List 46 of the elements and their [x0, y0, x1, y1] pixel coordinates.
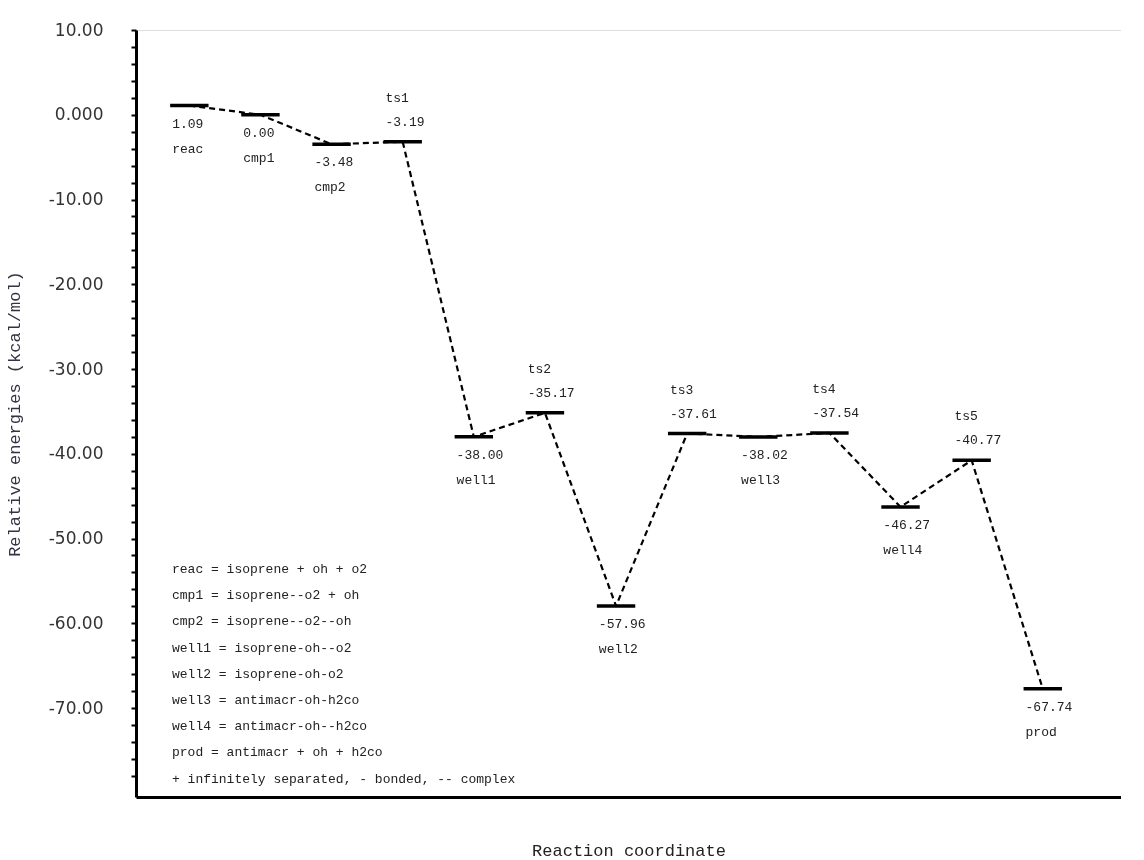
- x-tick-label: cmp2: [314, 180, 346, 196]
- data-label: -37.54: [812, 405, 860, 421]
- x-tick-label: ts2: [527, 361, 552, 377]
- y-tick-label: -70.00: [48, 697, 104, 718]
- annotation: well3 = antimacr-oh-h2co: [172, 693, 360, 708]
- x-tick-label: ts4: [812, 381, 836, 397]
- y-tick-label: -40.00: [48, 443, 104, 464]
- x-tick-label: well2: [598, 641, 638, 657]
- annotation: well2 = isoprene-oh-o2: [172, 666, 344, 682]
- x-tick-label: well4: [883, 542, 923, 558]
- x-tick-label: cmp1: [243, 150, 275, 166]
- data-label: 1.09: [172, 116, 204, 132]
- annotation: well1 = isoprene-oh--o2: [172, 640, 352, 656]
- data-label: -40.77: [954, 433, 1002, 449]
- data-label: -67.74: [1025, 699, 1073, 715]
- data-label: 0.00: [243, 125, 275, 141]
- annotation: cmp1 = isoprene--o2 + oh: [172, 588, 360, 604]
- data-label: -46.27: [883, 517, 931, 533]
- annotation: reac = isoprene + oh + o2: [172, 562, 368, 577]
- y-axis-title: Relative energies (kcal/mol): [5, 271, 25, 557]
- x-tick-label: ts1: [385, 90, 410, 106]
- annotation: + infinitely separated, - bonded, -- complex: [172, 771, 516, 787]
- x-tick-label: well3: [741, 472, 781, 488]
- x-axis-title: Reaction coordinate: [532, 841, 726, 860]
- y-tick-label: 10.00: [54, 19, 104, 40]
- x-tick-label: reac: [172, 141, 204, 157]
- x-tick-label: ts3: [669, 382, 694, 398]
- data-label: -38.00: [456, 447, 504, 463]
- y-tick-label: -50.00: [48, 528, 104, 549]
- x-tick-label: ts5: [954, 409, 978, 425]
- data-label: -3.48: [314, 155, 354, 171]
- data-label: -57.96: [598, 616, 646, 632]
- data-label: -38.02: [741, 447, 788, 463]
- y-tick-label: -60.00: [48, 612, 104, 633]
- data-label: -35.17: [527, 385, 575, 401]
- y-tick-label: -10.00: [48, 189, 104, 209]
- x-tick-label: prod: [1025, 724, 1057, 740]
- y-tick-label: -30.00: [48, 358, 104, 379]
- annotation: well4 = antimacr-oh--h2co: [172, 719, 368, 735]
- annotation: prod = antimacr + oh + h2co: [172, 745, 383, 761]
- data-label: -37.61: [669, 406, 717, 422]
- y-tick-label: 0.000: [54, 104, 104, 125]
- data-label: -3.19: [385, 114, 425, 130]
- annotation: cmp2 = isoprene--o2--oh: [172, 614, 352, 630]
- x-tick-label: well1: [456, 472, 496, 488]
- y-tick-label: -20.00: [48, 273, 104, 294]
